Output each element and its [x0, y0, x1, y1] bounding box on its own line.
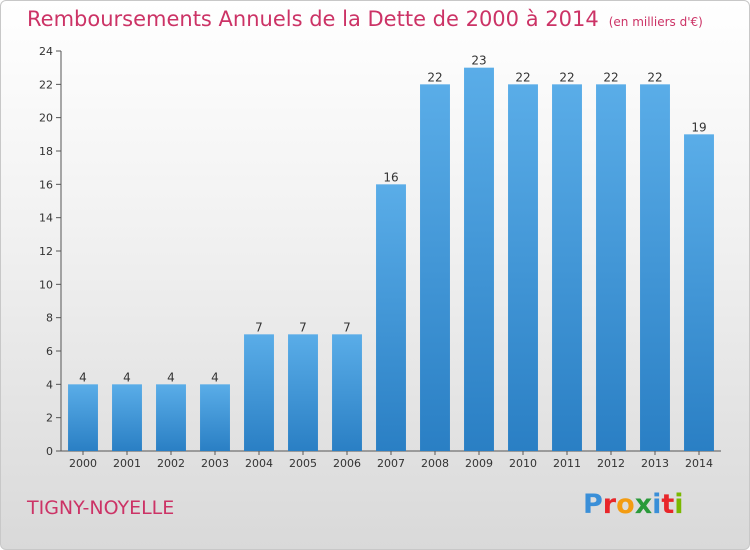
- x-tick-label: 2000: [69, 457, 97, 470]
- bar-2001: [112, 384, 142, 451]
- y-tick-label: 6: [46, 345, 53, 358]
- y-tick-label: 22: [39, 78, 53, 91]
- x-tick-label: 2008: [421, 457, 449, 470]
- data-label: 23: [471, 54, 486, 68]
- y-tick-label: 14: [39, 212, 53, 225]
- logo-letter: t: [661, 489, 675, 520]
- data-label: 19: [691, 120, 706, 134]
- bar-2007: [376, 184, 406, 452]
- y-tick-label: 18: [39, 145, 53, 158]
- bar-2014: [684, 134, 714, 452]
- x-tick-label: 2013: [641, 457, 669, 470]
- bar-2006: [332, 334, 362, 451]
- y-tick-label: 10: [39, 278, 53, 291]
- x-tick-label: 2005: [289, 457, 317, 470]
- x-tick-label: 2012: [597, 457, 625, 470]
- data-label: 7: [343, 320, 351, 334]
- data-label: 22: [603, 70, 618, 84]
- x-tick-label: 2003: [201, 457, 229, 470]
- x-tick-label: 2004: [245, 457, 273, 470]
- chart-title: Remboursements Annuels de la Dette de 20…: [27, 7, 703, 31]
- logo-letter: i: [652, 489, 662, 520]
- x-tick-label: 2001: [113, 457, 141, 470]
- y-tick-label: 2: [46, 412, 53, 425]
- bar-2009: [464, 67, 494, 452]
- commune-name: TIGNY-NOYELLE: [27, 497, 175, 519]
- x-tick-label: 2007: [377, 457, 405, 470]
- bar-2013: [640, 84, 670, 451]
- data-label: 7: [299, 320, 307, 334]
- x-tick-label: 2010: [509, 457, 537, 470]
- logo-letter: i: [674, 489, 684, 520]
- data-label: 4: [123, 370, 131, 384]
- y-tick-label: 0: [46, 445, 53, 458]
- y-tick-label: 20: [39, 112, 53, 125]
- data-label: 4: [167, 370, 175, 384]
- bar-2000: [68, 384, 98, 451]
- data-label: 22: [647, 70, 662, 84]
- bar-2011: [552, 84, 582, 451]
- y-tick-label: 8: [46, 312, 53, 325]
- bar-2002: [156, 384, 186, 451]
- y-tick-label: 16: [39, 178, 53, 191]
- data-label: 22: [427, 70, 442, 84]
- data-label: 22: [559, 70, 574, 84]
- x-tick-label: 2011: [553, 457, 581, 470]
- bar-2008: [420, 84, 450, 451]
- data-label: 4: [211, 370, 219, 384]
- logo-letter: x: [634, 489, 653, 520]
- x-tick-label: 2014: [685, 457, 713, 470]
- chart-unit: (en milliers d'€): [608, 15, 703, 29]
- data-label: 22: [515, 70, 530, 84]
- data-label: 16: [383, 170, 398, 184]
- bar-2003: [200, 384, 230, 451]
- bar-2005: [288, 334, 318, 451]
- y-tick-label: 12: [39, 245, 53, 258]
- proxiti-logo[interactable]: Proxiti: [583, 489, 684, 520]
- x-tick-label: 2006: [333, 457, 361, 470]
- logo-letter: r: [602, 489, 617, 520]
- y-tick-label: 24: [39, 45, 53, 58]
- bar-2010: [508, 84, 538, 451]
- chart-title-text: Remboursements Annuels de la Dette de 20…: [27, 7, 599, 31]
- x-tick-label: 2009: [465, 457, 493, 470]
- y-tick-label: 4: [46, 378, 53, 391]
- x-tick-label: 2002: [157, 457, 185, 470]
- logo-letter: o: [616, 489, 635, 520]
- logo-letter: P: [583, 489, 603, 520]
- bar-2012: [596, 84, 626, 451]
- data-label: 4: [79, 370, 87, 384]
- bar-2004: [244, 334, 274, 451]
- data-label: 7: [255, 320, 263, 334]
